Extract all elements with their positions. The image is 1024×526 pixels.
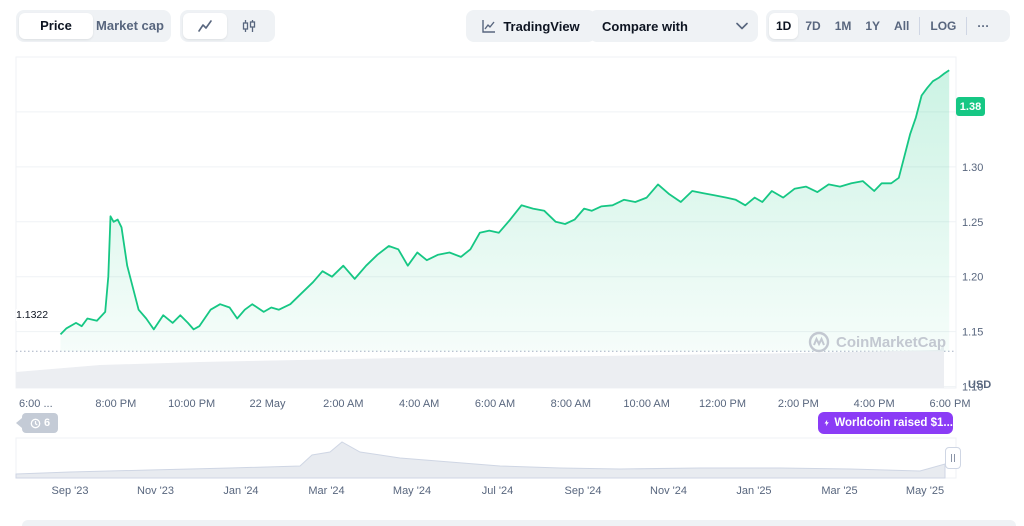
more-options-button[interactable]: ··· (977, 19, 990, 33)
range-1d-tab[interactable]: 1D (769, 13, 799, 39)
navigator-tick-label: Jul '24 (482, 485, 513, 497)
currency-label: USD (968, 379, 991, 391)
navigator-tick-label: Nov '24 (650, 485, 687, 497)
x-tick-label: 8:00 PM (95, 398, 136, 410)
chart-type-toggle: Price Market cap (16, 10, 171, 42)
range-1m-tab[interactable]: 1M (834, 19, 852, 33)
lightning-icon (824, 419, 829, 427)
volume-bars (16, 343, 944, 388)
range-7d-tab[interactable]: 7D (805, 19, 821, 33)
navigator-tick-label: Mar '24 (308, 485, 344, 497)
navigator-tick-label: Mar '25 (821, 485, 857, 497)
navigator-tick-label: Sep '24 (565, 485, 602, 497)
events-count: 6 (43, 417, 51, 429)
watermark-text: CoinMarketCap (836, 333, 947, 351)
log-scale-toggle[interactable]: LOG (930, 19, 957, 33)
compare-label: Compare with (602, 18, 688, 34)
navigator-tick-label: May '24 (393, 485, 431, 497)
x-tick-label: 4:00 AM (399, 398, 439, 410)
history-icon (30, 418, 41, 428)
navigator-tick-label: Jan '24 (223, 485, 258, 497)
tradingview-button[interactable]: TradingView (466, 10, 596, 42)
x-tick-label: 8:00 AM (551, 398, 591, 410)
news-event-label: Worldcoin raised $1... (834, 417, 953, 429)
y-tick-label: 1.20 (962, 272, 983, 284)
navigator[interactable] (15, 437, 957, 479)
news-event-pill[interactable]: Worldcoin raised $1... (818, 412, 953, 434)
x-tick-label: 10:00 AM (623, 398, 669, 410)
compare-dropdown[interactable]: Compare with (589, 10, 758, 42)
range-divider (919, 17, 921, 35)
navigator-tick-label: May '25 (906, 485, 944, 497)
line-chart-icon (198, 20, 212, 32)
navigator-tick-label: Jan '25 (736, 485, 771, 497)
price-line (59, 69, 950, 336)
range-divider (966, 17, 968, 35)
y-tick-label: 1.10 (962, 382, 983, 394)
market-cap-tab[interactable]: Market cap (96, 18, 164, 33)
y-tick-label: 1.15 (962, 327, 983, 339)
navigator-tick-label: Sep '23 (52, 485, 89, 497)
grip-line (951, 454, 952, 462)
x-tick-label: 2:00 PM (778, 398, 819, 410)
volume-area (16, 343, 944, 388)
candlestick-icon (242, 20, 256, 32)
line-chart-button[interactable] (183, 13, 227, 39)
x-tick-label: 6:00 ... (19, 398, 53, 410)
range-all-tab[interactable]: All (894, 19, 910, 33)
coinmarketcap-watermark: CoinMarketCap (808, 331, 946, 353)
x-tick-label: 2:00 AM (323, 398, 363, 410)
x-tick-label: 6:00 PM (930, 398, 971, 410)
y-tick-label: 1.30 (962, 162, 983, 174)
range-1y-tab[interactable]: 1Y (865, 19, 881, 33)
candlestick-button[interactable] (227, 13, 271, 39)
x-tick-label: 22 May (249, 398, 286, 410)
price-area-fill (60, 70, 950, 352)
x-tick-label: 10:00 PM (168, 398, 215, 410)
events-badge[interactable]: 6 (16, 413, 58, 433)
chart-toolbar: Price Market cap TradingView Compare wit… (16, 10, 1010, 42)
bottom-panel-edge (22, 520, 1016, 526)
time-range-toggle: 1D 7D 1M 1Y All LOG ··· (766, 10, 1010, 42)
chevron-down-icon (736, 22, 748, 30)
x-tick-label: 4:00 PM (854, 398, 895, 410)
navigator-area (15, 441, 946, 479)
y-axis: 1.101.151.201.251.301.35 (962, 107, 983, 394)
navigator-handle[interactable] (945, 447, 961, 469)
x-tick-label: 6:00 AM (475, 398, 515, 410)
x-tick-label: 12:00 PM (699, 398, 746, 410)
tradingview-label: TradingView (503, 18, 580, 34)
price-tab[interactable]: Price (19, 13, 93, 39)
navigator-tick-label: Nov '23 (137, 485, 174, 497)
current-price-badge: 1.38 (956, 97, 985, 116)
trend-chart-icon (482, 20, 496, 33)
navigator-x-axis: Sep '23 Nov '23 Jan '24 Mar '24 May '24 Jul '… (52, 485, 945, 497)
grip-line (954, 454, 955, 462)
x-axis: 6:00 ... 8:00 PM 10:00 PM 22 May 2:00 AM 4:00… (19, 398, 970, 410)
baseline-label: 1.1322 (16, 309, 52, 321)
y-tick-label: 1.25 (962, 217, 983, 229)
price-series (59, 69, 950, 352)
coinmarketcap-logo-icon (808, 331, 830, 353)
chart-style-toggle (180, 10, 275, 42)
